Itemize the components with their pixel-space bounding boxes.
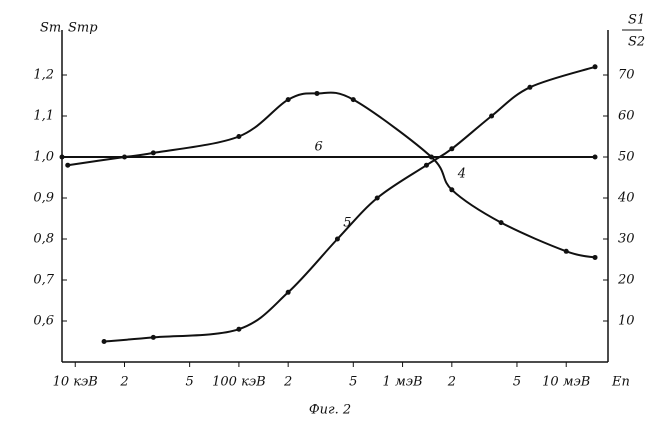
x-tick-label: 5 bbox=[185, 375, 193, 390]
series-label: 5 bbox=[343, 216, 351, 231]
point bbox=[351, 97, 356, 102]
point bbox=[449, 187, 454, 192]
x-tick-label: 2 bbox=[283, 375, 292, 390]
series-label: 4 bbox=[457, 166, 466, 181]
y-tick-label: 1,1 bbox=[33, 109, 54, 124]
x-tick-label: 100 кэВ bbox=[212, 375, 266, 390]
point bbox=[236, 327, 241, 332]
point bbox=[335, 237, 340, 242]
x-tick-label: 2 bbox=[119, 375, 128, 390]
point bbox=[449, 146, 454, 151]
y-tick-label: 0,8 bbox=[33, 232, 54, 247]
x-tick-label: 10 мэВ bbox=[542, 375, 590, 390]
point bbox=[314, 91, 319, 96]
x-tick-label: 5 bbox=[349, 375, 357, 390]
y2-label-bottom: S2 bbox=[628, 35, 645, 50]
chart: Sт Sтр S1 S2 Eп Фиг. 2 10 кэВ 2 5 100 кэВ 2 5… bbox=[0, 0, 660, 433]
series-line bbox=[104, 67, 595, 342]
y2-tick-label: 30 bbox=[618, 232, 635, 247]
point bbox=[151, 335, 156, 340]
y2-tick-label: 40 bbox=[617, 191, 635, 206]
point bbox=[60, 155, 65, 160]
point bbox=[499, 220, 504, 225]
point bbox=[593, 64, 598, 69]
y-label: Sт bbox=[40, 21, 61, 36]
x-tick-label: 5 bbox=[513, 375, 521, 390]
y-tick-label: 0,6 bbox=[33, 314, 54, 329]
y-tick-label: 0,9 bbox=[33, 191, 54, 206]
series-label: 6 bbox=[314, 140, 322, 155]
y-tick-label: 1,2 bbox=[33, 68, 54, 83]
point bbox=[375, 196, 380, 201]
point bbox=[489, 114, 494, 119]
y2-tick-label: 70 bbox=[618, 68, 635, 83]
y2-tick-label: 60 bbox=[618, 109, 635, 124]
x-tick-label: 2 bbox=[447, 375, 456, 390]
y2-tick-label: 20 bbox=[617, 273, 635, 288]
point bbox=[564, 249, 569, 254]
y2-tick-label: 10 bbox=[618, 314, 635, 329]
point bbox=[593, 255, 598, 260]
point bbox=[286, 97, 291, 102]
series-line bbox=[68, 93, 595, 258]
y2-tick-label: 50 bbox=[618, 150, 635, 165]
point bbox=[65, 163, 70, 168]
point bbox=[593, 155, 598, 160]
y-label-2: Sтр bbox=[68, 21, 98, 36]
point bbox=[527, 85, 532, 90]
point bbox=[424, 163, 429, 168]
x-tick-label: 1 мэВ bbox=[383, 375, 423, 390]
y2-label-top: S1 bbox=[628, 13, 645, 28]
caption: Фиг. 2 bbox=[309, 403, 351, 418]
y-tick-label: 0,7 bbox=[33, 273, 54, 288]
x-label: Eп bbox=[611, 375, 630, 390]
point bbox=[151, 150, 156, 155]
point bbox=[102, 339, 107, 344]
y-tick-label: 1,0 bbox=[33, 150, 54, 165]
x-tick-label: 10 кэВ bbox=[53, 375, 98, 390]
point bbox=[286, 290, 291, 295]
point bbox=[236, 134, 241, 139]
